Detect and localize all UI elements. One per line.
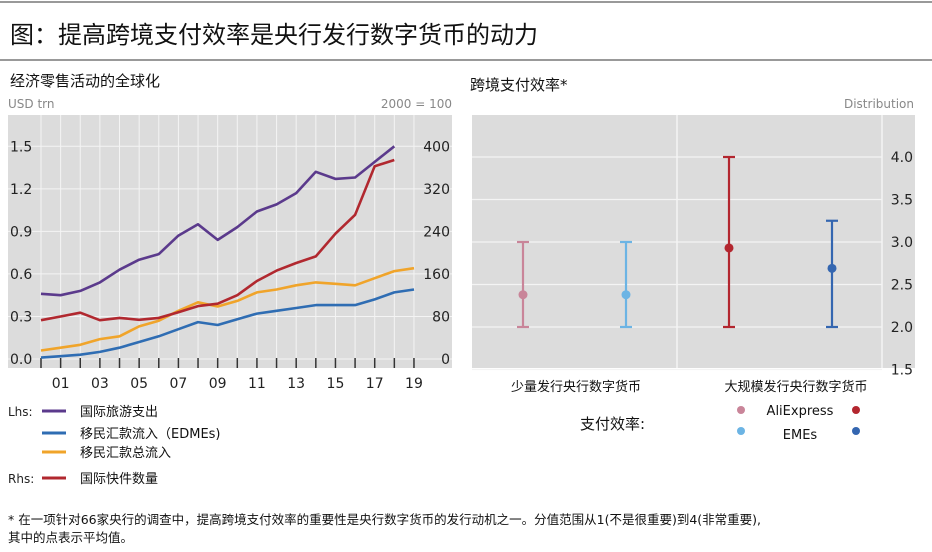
legend-label-emes: EMEs [783,428,818,443]
figure-title: 图：提高跨境支付效率是央行发行数字货币的动力 [10,21,538,49]
y-right-tick-label: 80 [432,309,450,325]
legend-label-parcels: 国际快件数量 [80,472,158,487]
right-legend: 支付效率: AliExpress EMEs [580,404,860,443]
x-tick-label: 19 [405,376,423,392]
x-tick-label: 07 [169,376,187,392]
y-tick-label: 1.5 [891,363,913,379]
mean-point [724,243,734,253]
legend-label-remit-total: 移民汇款总流入 [80,446,171,461]
y-right-tick-label: 0 [441,352,450,368]
legend-label-remit-edmes: 移民汇款流入（EDMEs) [80,427,221,442]
legend-dot-small-emes [737,427,745,435]
mean-point [518,290,528,300]
x-tick-label: 11 [248,376,266,392]
category-label-large: 大规模发行央行数字货币 [724,379,867,395]
series-line-0 [40,145,396,297]
y-left-tick-label: 0.9 [10,224,32,240]
category-label-small: 少量发行央行数字货币 [511,379,641,395]
right-chart-title: 跨境支付效率* [470,76,568,94]
y-tick-label: 3.0 [891,235,913,251]
series-line-3 [40,158,395,322]
y-left-tick-label: 1.5 [10,139,32,155]
x-tick-label: 03 [91,376,109,392]
left-chart-title: 经济零售活动的全球化 [10,72,160,90]
x-tick-label: 05 [130,376,148,392]
y-right-tick-label: 240 [423,224,450,240]
right-axis-unit: 2000 = 100 [381,97,452,111]
legend-dot-small-aliexpress [737,406,745,414]
legend-dot-large-emes [852,427,860,435]
lhs-label: Lhs: [8,405,33,419]
x-tick-label: 15 [327,376,345,392]
series-line-1 [40,288,415,359]
left-axis-unit: USD trn [8,97,55,111]
legend-dot-large-aliexpress [852,406,860,414]
legend-label-aliexpress: AliExpress [767,404,834,419]
rhs-label: Rhs: [8,472,34,486]
y-right-tick-label: 160 [423,267,450,283]
mean-point [827,263,837,273]
y-left-tick-label: 1.2 [10,182,32,198]
series-line-2 [40,266,415,352]
y-left-tick-label: 0.3 [10,309,32,325]
x-tick-label: 17 [366,376,384,392]
x-tick-label: 01 [52,376,70,392]
y-tick-label: 4.0 [891,150,913,166]
y-tick-label: 2.5 [891,278,913,294]
y-tick-label: 2.0 [891,320,913,336]
x-tick-label: 13 [287,376,305,392]
y-tick-label: 3.5 [891,193,913,209]
distribution-label: Distribution [844,97,914,111]
y-left-tick-label: 0.0 [10,352,32,368]
legend-label-tourism: 国际旅游支出 [80,405,158,420]
y-left-tick-label: 0.6 [10,267,32,283]
mean-point [621,290,631,300]
y-right-tick-label: 320 [423,182,450,198]
x-tick-label: 09 [209,376,227,392]
y-right-tick-label: 400 [423,139,450,155]
footnote-line-2: 其中的点表示平均值。 [8,530,133,545]
left-legend: Lhs: 国际旅游支出 移民汇款流入（EDMEs) 移民汇款总流入 Rhs: 国… [8,405,221,487]
footnote-line-1: * 在一项针对66家央行的调查中，提高跨境支付效率的重要性是央行数字货币的发行动… [8,512,761,527]
left-plot-area [8,115,452,368]
legend-title: 支付效率: [580,415,645,433]
